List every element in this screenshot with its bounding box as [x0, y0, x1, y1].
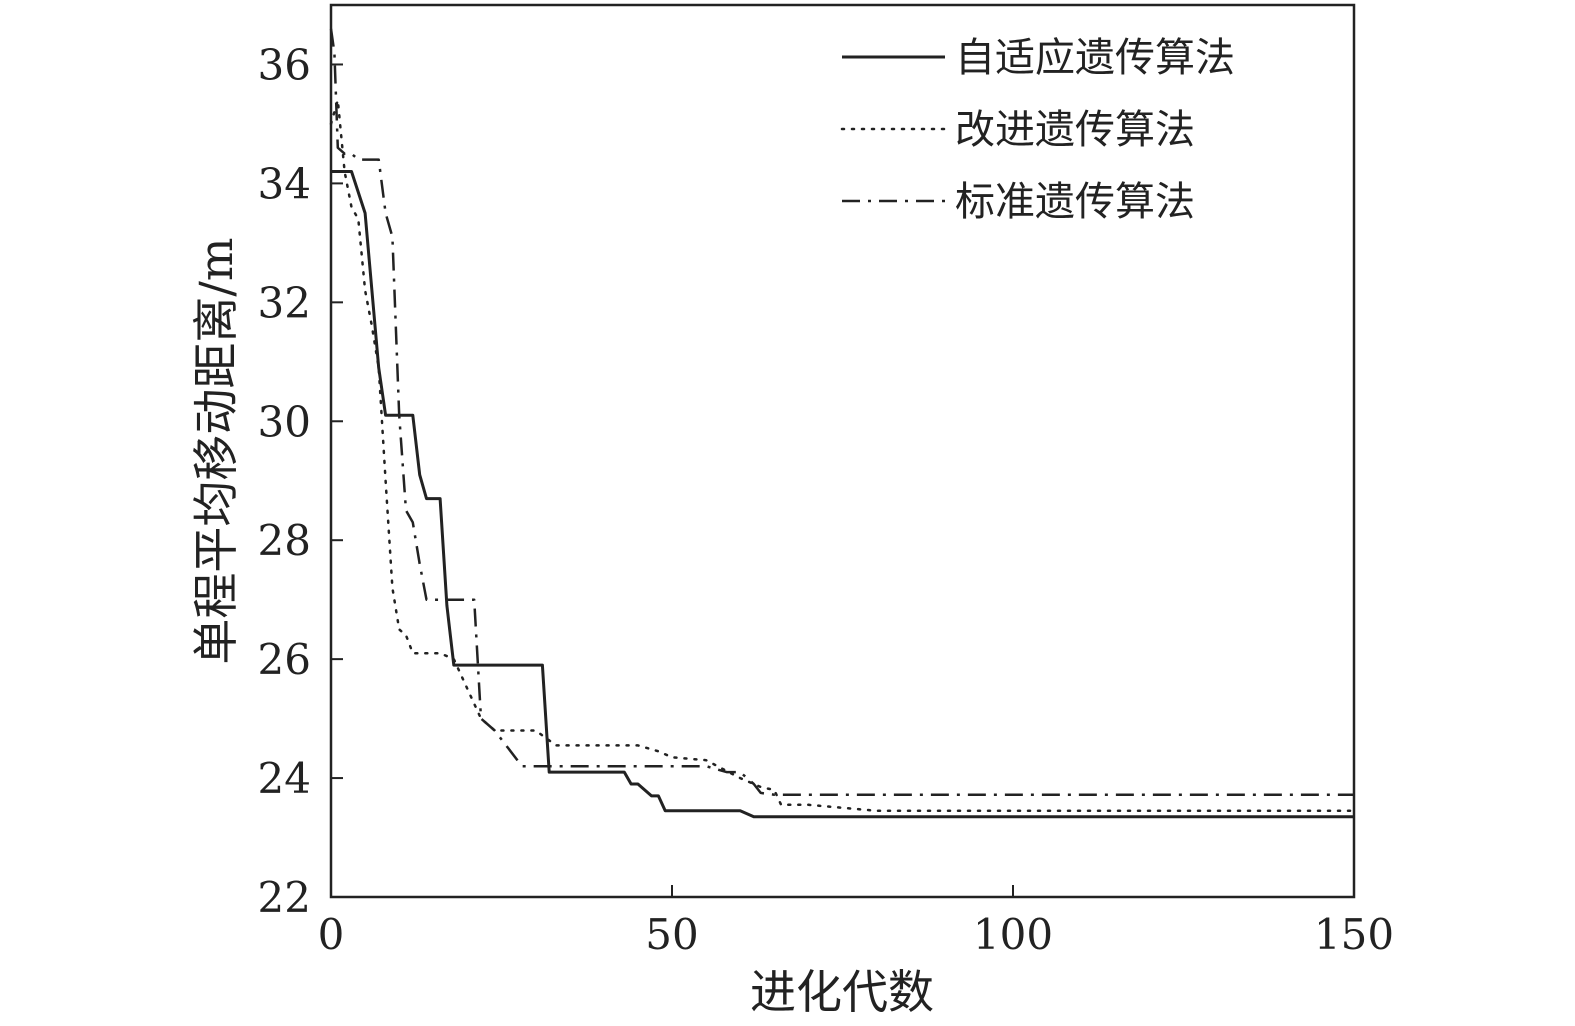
y-axis-ticks: 22 24 26 28 30 32 34 36: [258, 40, 343, 922]
y-tick-label-1: 22: [258, 873, 311, 922]
y-tick-label-5: 30: [258, 397, 311, 446]
legend-label-2: 改进遗传算法: [955, 107, 1195, 153]
y-tick-label-6: 32: [258, 278, 311, 327]
y-tick-label-8: 36: [258, 40, 311, 89]
y-tick-label-7: 34: [258, 159, 311, 208]
y-axis-label: 单程平均移动距离/m: [189, 237, 243, 664]
legend-label-1: 自适应遗传算法: [955, 35, 1235, 81]
y-tick-label-2: 24: [258, 754, 311, 803]
y-tick-label-3: 26: [258, 635, 311, 684]
x-tick-label-4: 150: [1314, 910, 1394, 959]
x-axis-label: 进化代数: [750, 965, 934, 1019]
x-tick-label-3: 100: [973, 910, 1053, 959]
y-tick-label-4: 28: [258, 516, 311, 565]
x-tick-label-2: 50: [645, 910, 698, 959]
plot-frame: [329, 3, 1356, 899]
x-axis-ticks: 0 50 100 150: [318, 885, 1394, 959]
series-line-3: [329, 28, 1354, 796]
legend-label-3: 标准遗传算法: [955, 179, 1195, 225]
series-line-1: [331, 170, 1354, 819]
series-layer: [329, 28, 1356, 819]
x-tick-label-1: 0: [318, 910, 345, 959]
